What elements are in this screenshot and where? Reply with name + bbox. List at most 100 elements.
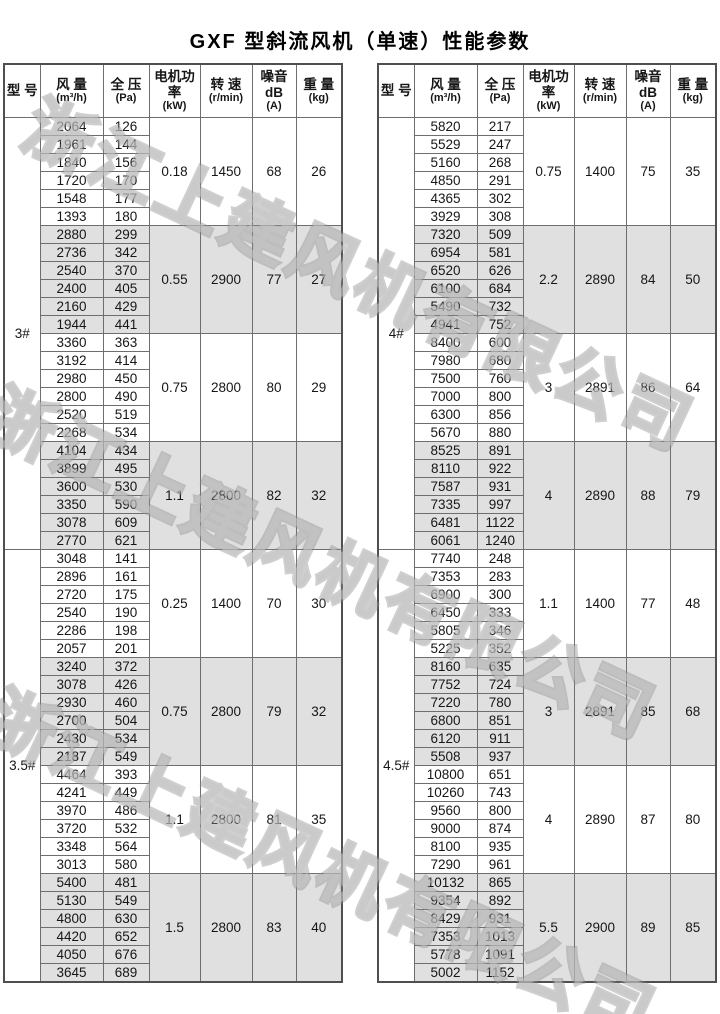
data-row: 2770 621 [4,531,342,550]
data-row: 7752 724 [378,675,716,694]
header-row: 型 号风 量 (m³/h) 全 压 (Pa) 电机功率 (kW) 转 速 (r/min) 噪音d… [3,63,343,118]
data-row: 1393 180 [4,207,342,226]
data-row: 3899 495 [4,459,342,478]
airflow-cell: 2880 [39,225,104,244]
airflow-cell: 1548 [39,189,104,208]
pressure-cell: 1091 [476,945,524,964]
airflow-cell: 3600 [39,477,104,496]
pressure-cell: 532 [102,819,150,838]
pressure-cell: 961 [476,855,524,874]
pressure-cell: 1013 [476,927,524,946]
data-row: 3720 532 [4,819,342,838]
pressure-cell: 144 [102,135,150,154]
airflow-cell: 8429 [413,909,478,928]
data-row: 2187 549 [4,747,342,766]
model-cell: 3.5# [3,549,41,983]
pressure-cell: 621 [102,531,150,550]
header-weight: 重 量 (kg) [295,63,343,118]
airflow-cell: 10800 [413,765,478,784]
speed-cell: 1400 [573,549,627,658]
page-title: GXF 型斜流风机（单速）性能参数 [189,31,531,53]
airflow-cell: 3240 [39,657,104,676]
airflow-cell: 2187 [39,747,104,766]
pressure-cell: 732 [476,297,524,316]
data-row: 5778 1091 [378,945,716,964]
pressure-cell: 141 [102,549,150,568]
airflow-cell: 1961 [39,135,104,154]
data-row: 3013 580 [4,855,342,874]
pressure-cell: 590 [102,495,150,514]
noise-cell: 70 [251,549,297,658]
data-row: 2930 460 [4,693,342,712]
weight-cell: 80 [669,765,717,874]
weight-cell: 35 [669,117,717,226]
pressure-cell: 534 [102,729,150,748]
weight-cell: 64 [669,333,717,442]
data-row: 2980 450 [4,369,342,388]
airflow-cell: 7587 [413,477,478,496]
noise-cell: 88 [625,441,671,550]
speed-cell: 2800 [199,657,253,766]
pressure-cell: 156 [102,153,150,172]
airflow-cell: 4104 [39,441,104,460]
pressure-cell: 291 [476,171,524,190]
pressure-cell: 865 [476,873,524,892]
pressure-cell: 651 [476,765,524,784]
airflow-cell: 2770 [39,531,104,550]
power-cell: 0.25 [148,549,201,658]
airflow-cell: 5529 [413,135,478,154]
pressure-cell: 393 [102,765,150,784]
airflow-cell: 3192 [39,351,104,370]
airflow-cell: 2800 [39,387,104,406]
airflow-cell: 5002 [413,963,478,983]
pressure-cell: 441 [102,315,150,334]
airflow-cell: 3048 [39,549,104,568]
weight-cell: 79 [669,441,717,550]
pressure-cell: 247 [476,135,524,154]
pressure-cell: 856 [476,405,524,424]
data-row: 10800 651 4 2890 87 80 [378,765,717,874]
airflow-cell: 4464 [39,765,104,784]
airflow-cell: 2160 [39,297,104,316]
airflow-cell: 10260 [413,783,478,802]
airflow-cell: 2286 [39,621,104,640]
power-cell: 2.2 [522,225,575,334]
airflow-cell: 5490 [413,297,478,316]
header-pressure: 全 压 (Pa) [102,63,150,118]
weight-cell: 85 [669,873,717,983]
airflow-cell: 6481 [413,513,478,532]
data-row: 5508 937 [378,747,716,766]
power-cell: 0.18 [148,117,201,226]
speed-cell: 2900 [573,873,627,983]
header-pressure: 全 压 (Pa) [476,63,524,118]
pressure-cell: 170 [102,171,150,190]
data-row: 8100 935 [378,837,716,856]
power-cell: 4 [522,441,575,550]
pressure-cell: 581 [476,243,524,262]
data-row: 4800 630 [4,909,342,928]
airflow-cell: 6900 [413,585,478,604]
header-row: 型 号风 量 (m³/h) 全 压 (Pa) 电机功率 (kW) 转 速 (r/min) 噪音d… [377,63,717,118]
power-cell: 0.55 [148,225,201,334]
pressure-cell: 481 [102,873,150,892]
airflow-cell: 1840 [39,153,104,172]
weight-cell: 29 [295,333,343,442]
pressure-cell: 530 [102,477,150,496]
data-row: 4.5# 7740 248 1.1 1400 77 48 [377,549,717,983]
airflow-cell: 3350 [39,495,104,514]
weight-cell: 50 [669,225,717,334]
power-cell: 5.5 [522,873,575,983]
pressure-cell: 600 [476,333,524,352]
airflow-cell: 6100 [413,279,478,298]
airflow-cell: 6300 [413,405,478,424]
speed-cell: 2800 [199,441,253,550]
noise-cell: 77 [625,549,671,658]
airflow-cell: 4850 [413,171,478,190]
data-row: 5002 1152 [378,963,716,983]
airflow-cell: 5805 [413,621,478,640]
data-row: 7335 997 [378,495,716,514]
pressure-cell: 490 [102,387,150,406]
weight-cell: 35 [295,765,343,874]
pressure-cell: 346 [476,621,524,640]
pressure-cell: 911 [476,729,524,748]
